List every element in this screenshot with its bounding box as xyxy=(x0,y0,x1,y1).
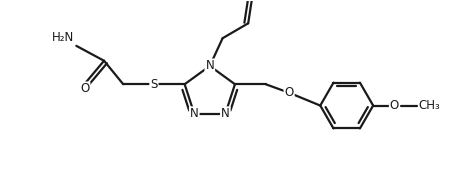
Text: N: N xyxy=(190,107,199,120)
Text: S: S xyxy=(150,78,158,91)
Text: O: O xyxy=(80,82,89,95)
Text: N: N xyxy=(221,107,230,120)
Text: O: O xyxy=(390,99,399,112)
Text: H₂N: H₂N xyxy=(52,31,74,44)
Text: CH₃: CH₃ xyxy=(419,99,441,112)
Text: N: N xyxy=(206,60,214,72)
Text: O: O xyxy=(284,86,294,99)
